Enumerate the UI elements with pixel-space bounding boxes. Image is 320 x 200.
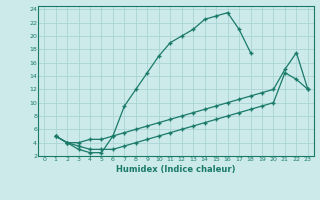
X-axis label: Humidex (Indice chaleur): Humidex (Indice chaleur) — [116, 165, 236, 174]
